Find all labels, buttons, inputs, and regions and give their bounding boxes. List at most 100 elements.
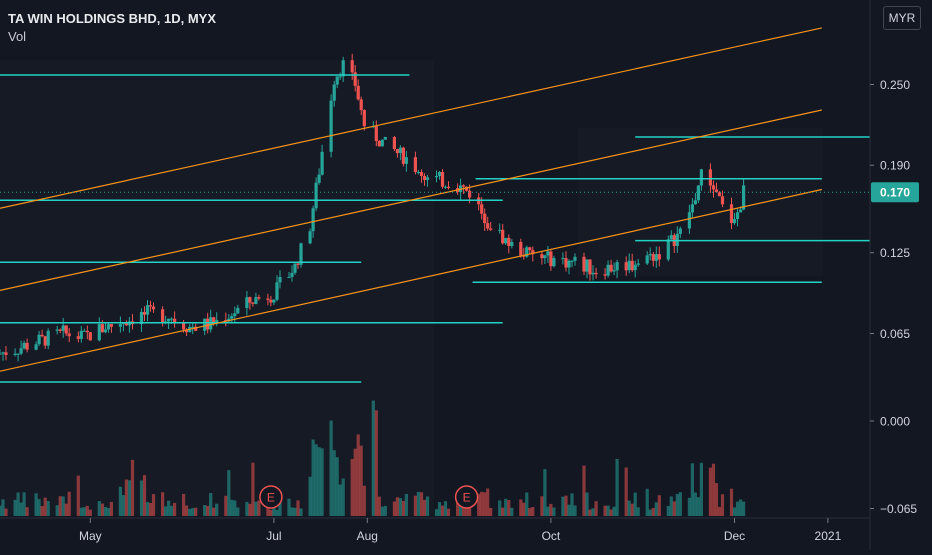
volume-bar (540, 496, 544, 516)
candle-body (624, 262, 628, 271)
candle-body (212, 317, 216, 324)
volume-bar (272, 502, 276, 516)
candle-body (58, 329, 62, 331)
volume-bar (227, 470, 231, 516)
candle-body (443, 186, 448, 188)
candle-body (161, 309, 165, 323)
candle-body (380, 139, 384, 147)
channel-upper-line[interactable] (0, 27, 822, 209)
candle-body (419, 172, 424, 176)
volume-bar (690, 463, 694, 516)
candle-body (501, 229, 505, 244)
candle-body (708, 169, 712, 186)
volume-bar (173, 502, 177, 516)
volume-bar (570, 493, 574, 516)
volume-bar (266, 501, 270, 516)
volume-bar (609, 509, 613, 516)
candle-body (4, 352, 8, 355)
earnings-marker[interactable] (454, 485, 479, 509)
volume-bar (440, 505, 445, 516)
candle-body (341, 60, 345, 77)
candle-body (299, 243, 303, 265)
candle-body (543, 255, 547, 259)
candle-body (335, 76, 339, 85)
volume-bar (669, 496, 673, 516)
candle-body (118, 324, 122, 327)
volume-bar (624, 467, 628, 516)
candle-body (139, 312, 144, 325)
candle-body (224, 320, 228, 322)
volume-bar (636, 507, 640, 516)
volume-bar (543, 469, 547, 516)
channel-middle-line[interactable] (0, 109, 822, 291)
candle-body (404, 157, 408, 164)
y-tick-label: 0.065 (880, 327, 910, 341)
volume-bar (510, 507, 514, 516)
volume-bar (34, 493, 38, 516)
y-tick-label: 0.250 (880, 78, 910, 92)
candle-body (230, 316, 234, 319)
candle-body (519, 242, 523, 256)
candle-body (711, 185, 716, 190)
volume-bar (209, 493, 213, 516)
volume-bar (633, 492, 637, 516)
volume-bar (525, 492, 529, 516)
candle-body (582, 256, 586, 272)
volume-bar (419, 492, 424, 516)
volume-bar (416, 491, 420, 516)
volume-bar (311, 439, 315, 516)
candle-body (203, 318, 207, 331)
candle-body (383, 137, 387, 140)
candle-body (609, 264, 613, 272)
candle-body (425, 177, 430, 180)
volume-bar (55, 505, 59, 516)
currency-button[interactable]: MYR (883, 6, 921, 30)
symbol-title[interactable]: TA WIN HOLDINGS BHD, 1D, MYX (8, 11, 216, 26)
volume-bar (443, 501, 448, 516)
candle-body (287, 277, 291, 278)
volume-bar (371, 400, 375, 516)
candle-body (374, 126, 378, 141)
candle-body (540, 254, 544, 259)
earnings-marker[interactable] (259, 485, 283, 509)
candle-body (507, 237, 511, 246)
volume-bar (332, 450, 336, 516)
volume-bar (251, 462, 255, 516)
volume-bar (127, 480, 131, 516)
candle-body (413, 157, 417, 172)
candle-body (498, 229, 502, 231)
volume-bar (480, 491, 484, 516)
candle-body (603, 274, 607, 276)
candle-body (22, 342, 26, 349)
candle-body (468, 190, 472, 198)
candle-body (320, 151, 324, 175)
candle-body (317, 174, 321, 183)
candle-body (480, 204, 484, 214)
candle-body (612, 270, 616, 272)
candle-body (16, 353, 20, 355)
channel-lower-line[interactable] (0, 188, 822, 372)
volume-bar (720, 494, 725, 516)
volume-bar (257, 500, 261, 516)
candle-body (353, 72, 357, 86)
candle-body (88, 332, 92, 341)
volume-bar (25, 507, 29, 516)
candle-body (531, 250, 535, 254)
volume-bar (528, 507, 532, 516)
candle-body (732, 219, 737, 224)
candle-body (666, 239, 670, 260)
candle-body (588, 259, 592, 275)
candle-body (630, 260, 634, 271)
volume-bar (519, 499, 523, 516)
volume-label[interactable]: Vol (8, 29, 27, 44)
volume-bar (142, 475, 147, 516)
volume-bar (124, 479, 128, 516)
volume-bar (573, 505, 577, 516)
candle-body (729, 204, 734, 224)
volume-bar (708, 467, 712, 516)
candle-body (699, 169, 703, 186)
volume-bar (446, 508, 451, 516)
candle-body (248, 297, 252, 303)
